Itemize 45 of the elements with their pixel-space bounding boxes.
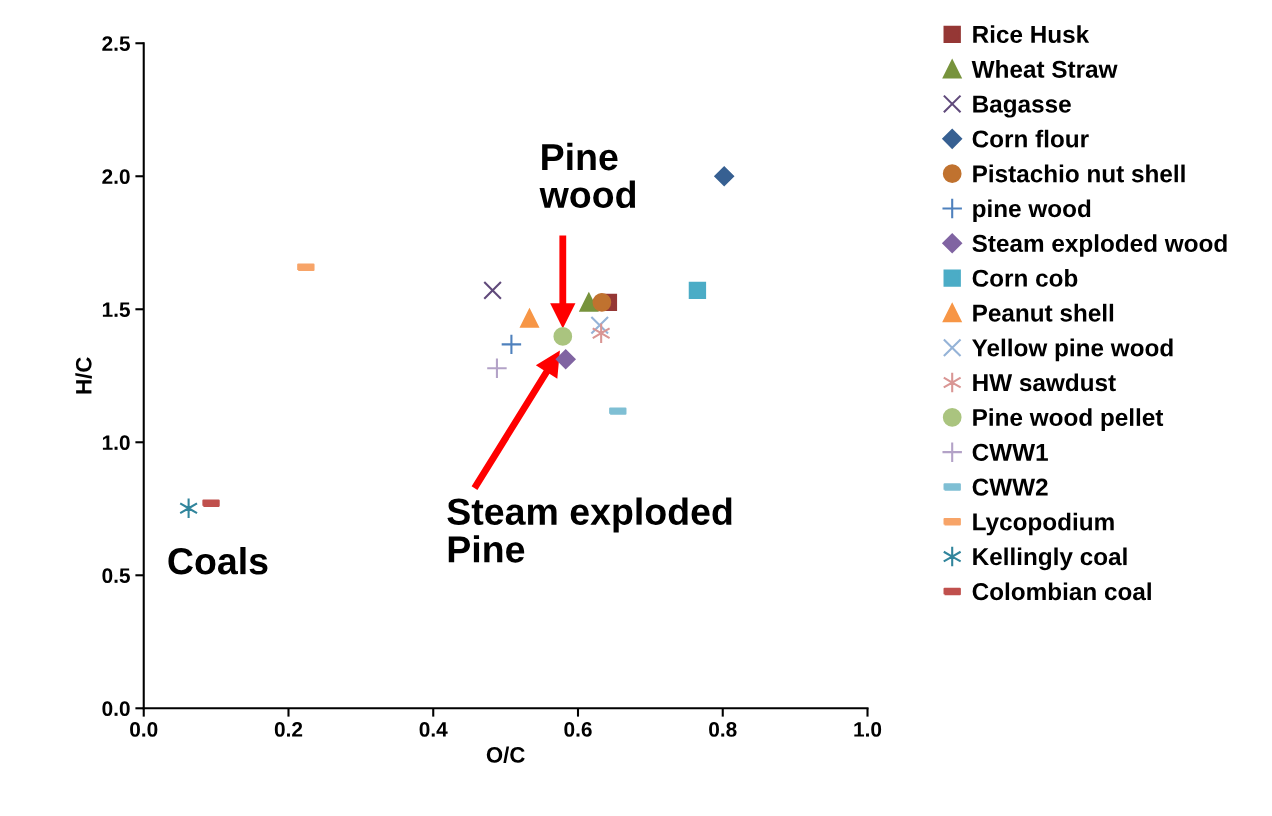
y-axis-title: H/C [75, 357, 92, 394]
annotation: Pine wood [539, 142, 636, 209]
legend-label: Pistachio nut shell [973, 164, 1185, 183]
legend-label: Corn cob [972, 269, 1078, 287]
x-tick-label: 0.6 [564, 722, 592, 737]
y-tick-label: 1.5 [102, 302, 130, 318]
point [553, 327, 573, 346]
legend-label: Kellingly coal [973, 547, 1127, 571]
point [500, 333, 523, 356]
point [688, 281, 707, 300]
y-tick-label: 1.0 [102, 435, 130, 451]
legend-label: Wheat Straw [971, 60, 1118, 78]
y-tick-label: 0.5 [102, 568, 130, 584]
point [520, 308, 539, 328]
y-tick-label: 2.5 [102, 36, 130, 51]
x-tick-label: 1.0 [854, 722, 882, 737]
annotation: Coals [168, 546, 268, 575]
legend-label: Lycopodium [973, 512, 1114, 536]
legend-label: HW sawdust [973, 373, 1116, 392]
legend-label: Steam exploded wood [972, 234, 1227, 257]
legend-label: Peanut shell [973, 303, 1114, 322]
x-axis-title: O/C [486, 746, 525, 764]
legend-label: Corn flour [972, 129, 1089, 148]
y-tick-label: 2.0 [102, 169, 130, 185]
point [579, 292, 599, 312]
legend-label: Bagasse [973, 95, 1071, 118]
x-tick-label: 0.0 [130, 722, 158, 737]
x-tick-label: 0.4 [419, 722, 448, 737]
annotation: Steam exploded Pine [447, 497, 732, 563]
legend-label: Yellow pine wood [972, 338, 1173, 362]
legend-label: CWW1 [972, 443, 1048, 461]
point [592, 292, 612, 312]
y-tick-label: 0.0 [102, 701, 130, 717]
legend-label: CWW2 [972, 478, 1048, 496]
point [486, 357, 508, 380]
point [590, 315, 610, 335]
x-tick-label: 0.2 [274, 722, 303, 737]
point [555, 349, 576, 370]
legend-label: Pine wood pellet [973, 408, 1164, 431]
legend-label: Colombian coal [972, 582, 1151, 601]
point [483, 281, 502, 300]
x-tick-label: 0.8 [709, 722, 737, 737]
legend-label: Rice Husk [973, 25, 1090, 44]
point [714, 166, 735, 187]
legend-label: pine wood [973, 199, 1091, 223]
